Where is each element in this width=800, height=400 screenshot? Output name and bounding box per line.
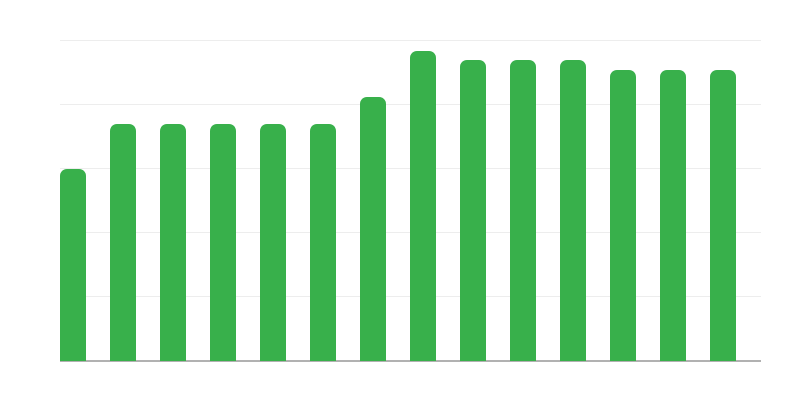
bar[interactable]	[160, 124, 186, 361]
bar[interactable]	[560, 60, 586, 361]
bar[interactable]	[510, 60, 536, 361]
bar[interactable]	[310, 124, 336, 361]
bar[interactable]	[610, 69, 636, 361]
gridline	[60, 40, 761, 41]
bar[interactable]	[660, 69, 686, 361]
x-axis-line	[60, 360, 761, 362]
bar[interactable]	[210, 124, 236, 361]
plot-area	[60, 0, 761, 362]
bar[interactable]	[710, 69, 736, 361]
bar[interactable]	[410, 50, 436, 361]
bar[interactable]	[110, 124, 136, 361]
bar[interactable]	[60, 169, 86, 361]
bar[interactable]	[460, 60, 486, 361]
bar[interactable]	[360, 97, 386, 361]
bar[interactable]	[260, 124, 286, 361]
